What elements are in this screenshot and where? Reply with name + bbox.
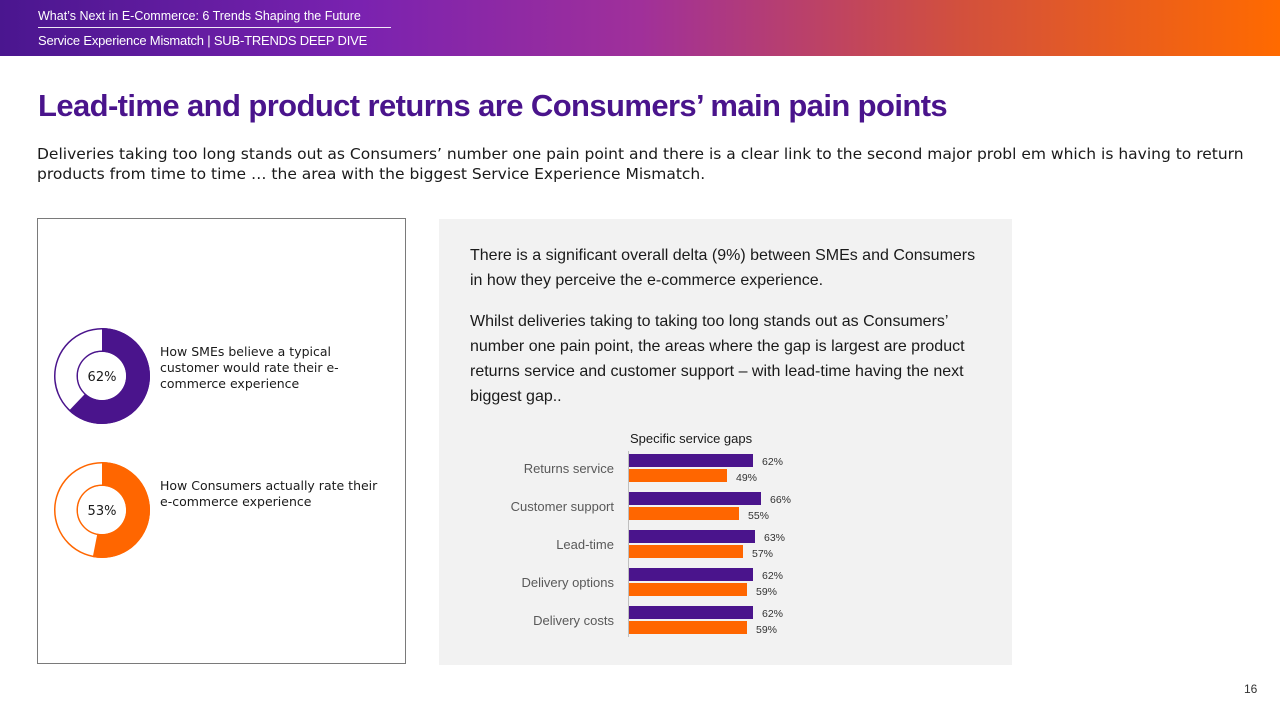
value-label-consumers-2: 57%: [752, 548, 774, 560]
consumer-donut-chart: 53%: [54, 462, 150, 558]
consumer-donut-hole: [78, 486, 126, 534]
page-number: 16: [1244, 682, 1258, 696]
page-subtitle: Deliveries taking too long stands out as…: [37, 145, 1244, 183]
value-label-consumers-4: 59%: [756, 624, 778, 636]
page-title: Lead-time and product returns are Consum…: [38, 88, 948, 123]
report-title: What’s Next in E-Commerce: 6 Trends Shap…: [38, 9, 361, 23]
value-label-smes-4: 62%: [762, 608, 784, 620]
bar-consumers-4: [629, 621, 747, 634]
value-label-smes-2: 63%: [764, 532, 786, 544]
category-label-delivery-costs: Delivery costs: [533, 613, 614, 628]
bar-smes-0: [629, 454, 753, 467]
insight-paragraph-2: Whilst deliveries taking to taking too l…: [470, 313, 965, 405]
sme-donut-hole: [78, 352, 126, 400]
consumer-donut-value: 53%: [88, 504, 117, 519]
bar-smes-2: [629, 530, 755, 543]
consumer-donut-arc: [54, 462, 150, 558]
header-divider: [38, 27, 391, 28]
consumer-donut-label: How Consumers actually rate their e-comm…: [160, 478, 378, 509]
category-label-lead-time: Lead-time: [556, 537, 614, 552]
bar-consumers-0: [629, 469, 727, 482]
sme-donut-arc: [54, 328, 150, 424]
bar-smes-4: [629, 606, 753, 619]
category-label-returns-service: Returns service: [523, 461, 614, 476]
insight-paragraph-1: There is a significant overall delta (9%…: [470, 247, 976, 289]
bar-consumers-3: [629, 583, 747, 596]
bar-smes-3: [629, 568, 753, 581]
sme-donut-value: 62%: [88, 370, 117, 385]
value-label-smes-1: 66%: [770, 494, 792, 506]
value-label-consumers-0: 49%: [736, 472, 758, 484]
category-label-delivery-options: Delivery options: [521, 575, 615, 590]
bar-consumers-2: [629, 545, 743, 558]
section-title: Service Experience Mismatch | SUB-TRENDS…: [38, 33, 368, 48]
header-banner: What’s Next in E-Commerce: 6 Trends Shap…: [0, 0, 1280, 56]
bar-smes-1: [629, 492, 761, 505]
chart-axis: [628, 451, 629, 637]
donut-panel: [37, 218, 406, 664]
chart-title: Specific service gaps: [630, 431, 753, 446]
value-label-consumers-1: 55%: [748, 510, 770, 522]
value-label-consumers-3: 59%: [756, 586, 778, 598]
sme-donut-chart: 62%: [54, 328, 150, 424]
value-label-smes-0: 62%: [762, 456, 784, 468]
bar-consumers-1: [629, 507, 739, 520]
value-label-smes-3: 62%: [762, 570, 784, 582]
sme-donut-label: How SMEs believe a typical customer woul…: [160, 344, 339, 391]
category-label-customer-support: Customer support: [510, 499, 614, 514]
